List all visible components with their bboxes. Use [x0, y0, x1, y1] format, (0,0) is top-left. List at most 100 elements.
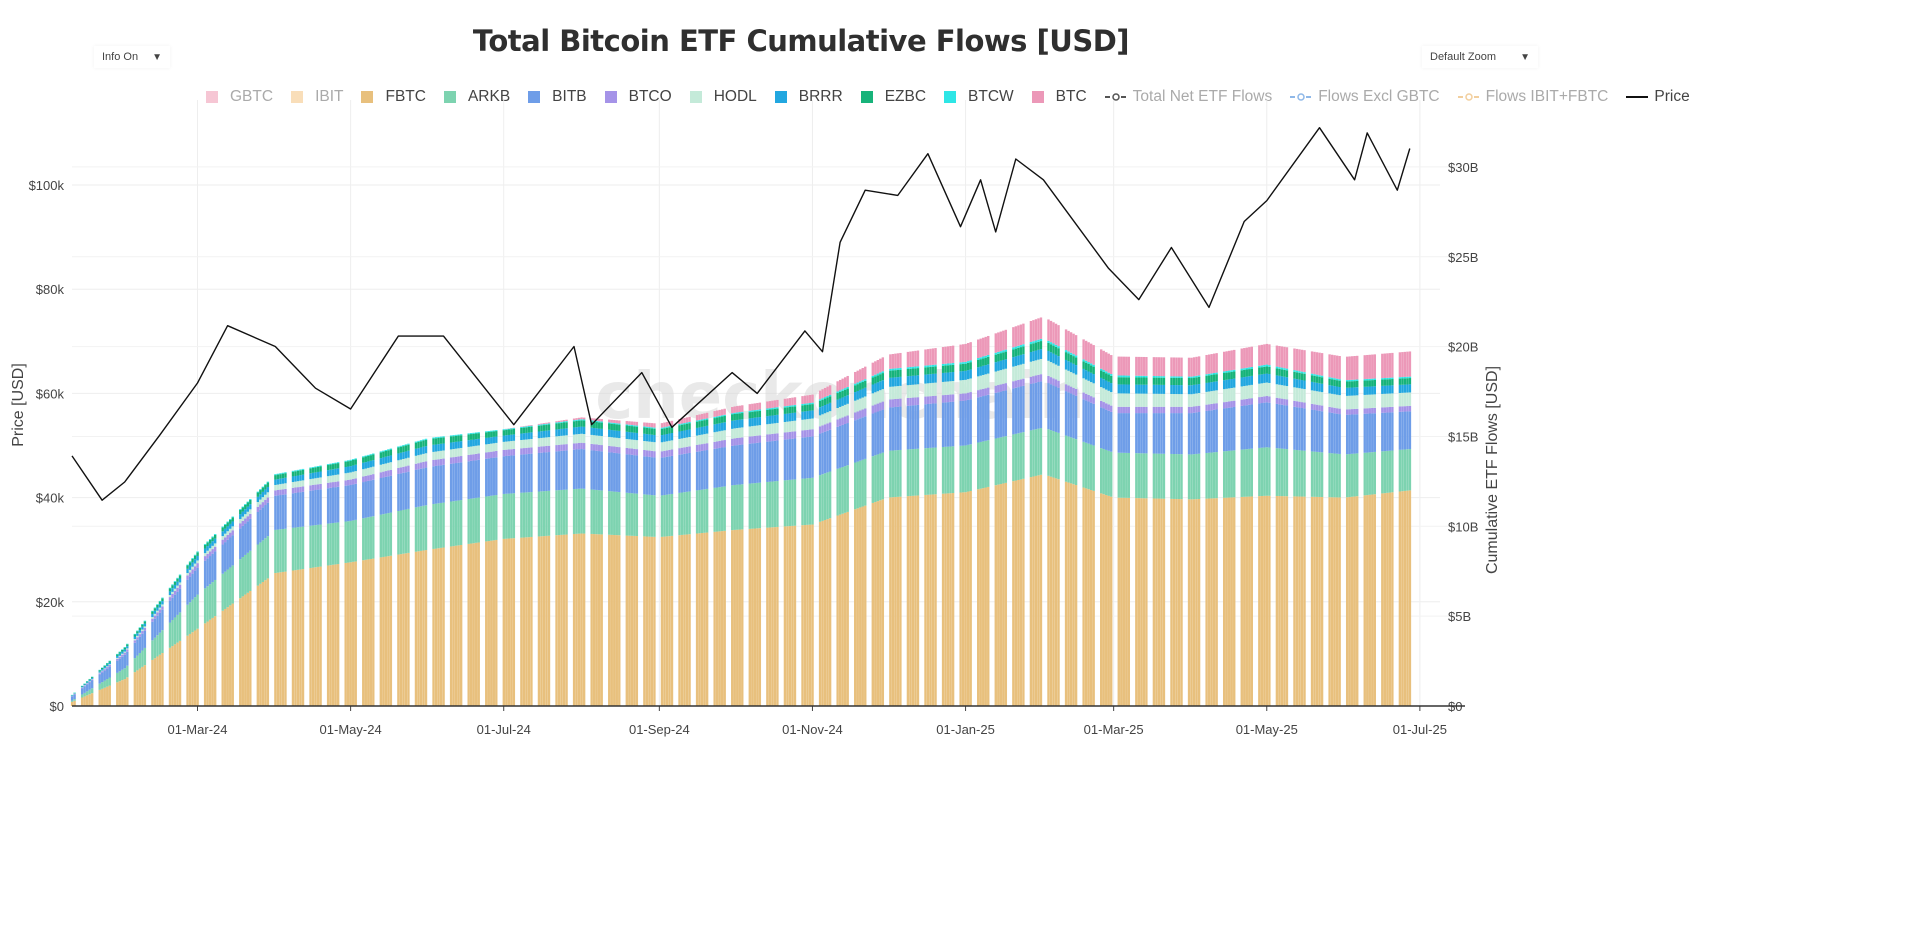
bar-segment-arkb — [736, 484, 739, 530]
bar-segment-btc — [610, 419, 613, 423]
legend-item-btc[interactable]: BTC — [1031, 88, 1087, 106]
bar-segment-btcw — [720, 415, 724, 417]
bar-segment-arkb — [334, 522, 337, 565]
bar-segment-btc — [1210, 354, 1213, 374]
bar-segment-btco — [618, 447, 621, 454]
bar-segment-fbtc — [1029, 477, 1033, 706]
bar-segment-btc — [864, 366, 867, 380]
legend-item-flows-ibit-fbtc[interactable]: Flows IBIT+FBTC — [1457, 88, 1608, 106]
bar-segment-btc — [751, 403, 754, 411]
bar-segment-btc — [1280, 346, 1284, 368]
bar-segment-btc — [1004, 329, 1008, 350]
zoom-dropdown[interactable]: Default Zoom ▼ — [1422, 46, 1538, 68]
bar-segment-fbtc — [748, 528, 751, 706]
bar-segment-btc — [906, 351, 910, 368]
bar-segment-hodl — [598, 435, 601, 445]
info-dropdown[interactable]: Info On ▼ — [94, 46, 170, 68]
legend-item-flows-excl-gbtc[interactable]: Flows Excl GBTC — [1290, 88, 1440, 106]
bar-segment-ezbc — [387, 450, 390, 457]
legend-item-arkb[interactable]: ARKB — [443, 88, 510, 106]
legend-item-ezbc[interactable]: EZBC — [860, 88, 926, 106]
bar-segment-btcw — [705, 418, 709, 420]
bar-segment-btc — [1408, 351, 1412, 377]
bar-segment-ezbc — [540, 425, 543, 432]
bar-segment-arkb — [402, 509, 405, 554]
legend-item-bitb[interactable]: BITB — [528, 88, 587, 106]
bar-segment-ezbc — [249, 500, 252, 505]
bar-segment-hodl — [909, 384, 912, 398]
bar-segment-btc — [1230, 350, 1233, 371]
bar-segment-ezbc — [1152, 377, 1156, 385]
bar-segment-hodl — [906, 385, 910, 398]
bar-segment-btco — [121, 654, 124, 657]
bar-segment-fbtc — [803, 525, 807, 706]
bar-segment-arkb — [1330, 453, 1334, 498]
bar-segment-bitb — [660, 457, 664, 496]
bar-segment-btc — [876, 360, 880, 374]
bar-segment-btc — [896, 353, 900, 369]
bar-segment-bitb — [891, 407, 895, 451]
bar-segment-btcw — [512, 427, 516, 429]
bar-segment-hodl — [1265, 382, 1269, 397]
legend-item-fbtc[interactable]: FBTC — [361, 88, 426, 106]
bar-segment-arkb — [565, 489, 568, 535]
legend-item-brrr[interactable]: BRRR — [774, 88, 843, 106]
bar-segment-btco — [1152, 406, 1156, 414]
bar-segment-btc — [994, 333, 997, 353]
bar-segment-btc — [1233, 349, 1236, 370]
bar-segment-brrr — [894, 377, 897, 387]
bar-segment-hodl — [1087, 380, 1090, 395]
legend-item-btcw[interactable]: BTCW — [944, 88, 1014, 106]
bar-segment-arkb — [414, 507, 418, 552]
legend-item-gbtc[interactable]: GBTC — [206, 88, 273, 106]
bar-segment-bitb — [826, 430, 829, 473]
bar-segment-ezbc — [1368, 380, 1371, 387]
bar-segment-ezbc — [600, 422, 603, 429]
bar-segment-btco — [382, 471, 385, 478]
bar-segment-arkb — [665, 494, 669, 537]
bar-segment-btcw — [688, 422, 691, 424]
bar-segment-hodl — [741, 427, 744, 438]
legend-item-total-net-etf-flows[interactable]: Total Net ETF Flows — [1104, 88, 1272, 106]
bar-segment-hodl — [1195, 393, 1198, 407]
bar-segment-fbtc — [1240, 496, 1243, 706]
bar-segment-hodl — [279, 484, 282, 490]
legend-item-btco[interactable]: BTCO — [604, 88, 672, 106]
bar-segment-bitb — [1383, 412, 1387, 452]
bar-segment-ezbc — [168, 588, 172, 592]
bar-segment-ezbc — [1388, 379, 1392, 386]
bar-segment-hodl — [987, 373, 990, 388]
bar-segment-ezbc — [1170, 377, 1173, 386]
bar-segment-bitb — [512, 455, 516, 494]
bar-segment-btc — [1135, 356, 1138, 376]
bar-segment-btco — [1310, 403, 1314, 410]
bar-segment-brrr — [437, 444, 440, 452]
bar-segment-btcw — [823, 397, 827, 399]
bar-segment-btcw — [1315, 374, 1319, 377]
bar-segment-ezbc — [776, 408, 779, 415]
bar-segment-btcw — [826, 395, 829, 398]
bar-segment-btcw — [1064, 350, 1068, 353]
bar-segment-btco — [896, 398, 900, 407]
bar-segment-arkb — [331, 523, 335, 565]
bar-segment-hodl — [914, 384, 917, 398]
bar-segment-btc — [723, 408, 726, 415]
legend-swatch-icon — [443, 91, 456, 103]
bar-segment-arkb — [442, 502, 445, 548]
bar-segment-brrr — [326, 470, 330, 477]
bar-segment-bitb — [615, 453, 618, 492]
legend-item-hodl[interactable]: HODL — [689, 88, 757, 106]
bar-segment-ezbc — [294, 471, 297, 476]
legend-item-price[interactable]: Price — [1626, 88, 1690, 106]
bar-segment-ezbc — [768, 409, 772, 416]
bar-segment-hodl — [1408, 392, 1412, 406]
bar-segment-btc — [530, 425, 533, 426]
bar-segment-btco — [331, 482, 335, 488]
bar-segment-ezbc — [1313, 375, 1316, 383]
bar-segment-hodl — [168, 595, 172, 598]
bar-segment-btcw — [384, 449, 388, 451]
legend-item-ibit[interactable]: IBIT — [291, 88, 343, 106]
bar-segment-btco — [472, 454, 475, 461]
bar-segment-ezbc — [633, 426, 636, 433]
bar-segment-bitb — [276, 495, 280, 530]
